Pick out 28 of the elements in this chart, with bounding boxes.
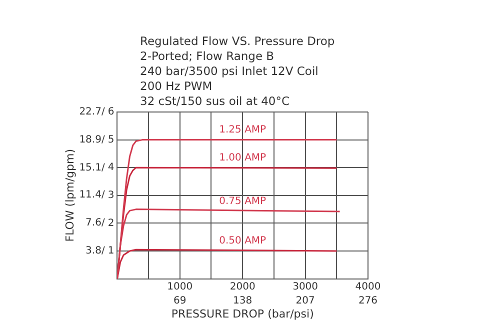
x-tick-label: 1000	[167, 281, 193, 292]
annotation: 0.75 AMP	[219, 196, 266, 208]
y2-tick-label: 3.8/	[86, 245, 106, 256]
chart-subtitle: 2-Ported; Flow Range B 240 bar/3500 psi Inlet 12V Coil 200 Hz PWM 32 cSt/150 sus oil at 40°C	[140, 49, 320, 109]
x-tick-label: 2000	[230, 281, 256, 292]
x-axis-title: PRESSURE DROP (bar/psi)	[171, 307, 314, 320]
annotation: 1.00 AMP	[219, 152, 266, 164]
y-tick-label: 4	[108, 162, 114, 174]
y-tick-label: 1	[108, 246, 114, 257]
y-tick-label: 5	[108, 134, 114, 146]
x-tick-label: 4000	[355, 281, 381, 292]
x2-tick-label: 138	[233, 295, 252, 306]
x2-tick-label: 276	[358, 295, 378, 306]
annotation: 1.25 AMP	[219, 124, 266, 136]
y2-tick-label: 15.1/	[79, 162, 106, 174]
y2-tick-label: 7.6/	[86, 218, 106, 229]
y2-tick-label: 22.7/	[79, 106, 106, 118]
x-tick-label: 3000	[292, 281, 318, 292]
y-tick-label: 2	[108, 218, 114, 229]
chart-title: Regulated Flow VS. Pressure Drop	[140, 34, 335, 49]
y2-tick-label: 18.9/	[79, 134, 106, 146]
x2-tick-label: 69	[174, 295, 186, 306]
annotation: 0.50 AMP	[219, 236, 266, 247]
y2-axis-title: FLOW (lpm/gpm)	[63, 148, 76, 242]
y2-tick-label: 11.4/	[79, 190, 106, 201]
y-tick-label: 3	[108, 190, 114, 201]
y-tick-label: 6	[108, 106, 114, 118]
x2-tick-label: 207	[296, 295, 315, 306]
